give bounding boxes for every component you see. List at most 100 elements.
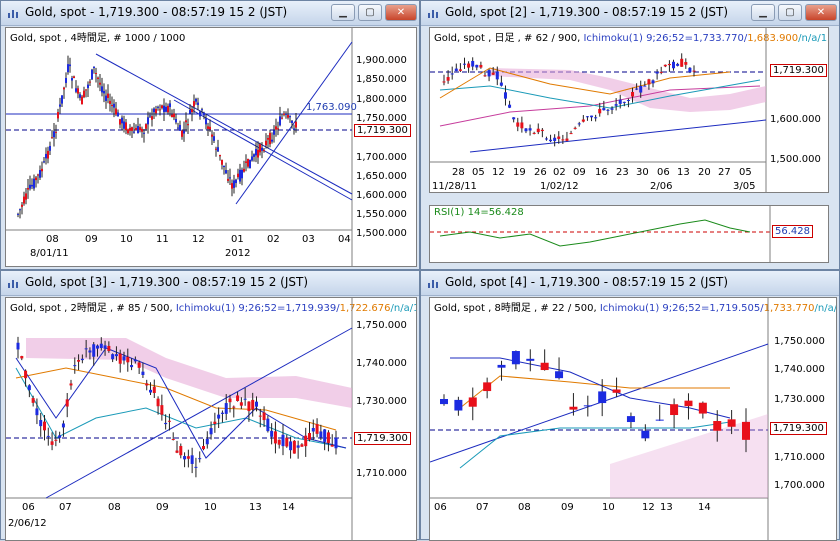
minimize-button[interactable]: ▁	[751, 4, 775, 21]
chart-window-1[interactable]: Gold, spot - 1,719.300 - 08:57:19 15 2 (…	[0, 0, 420, 270]
x-tick: 08	[46, 234, 59, 245]
candle-body	[532, 132, 536, 134]
window-title: Gold, spot - 1,719.300 - 08:57:19 15 2 (…	[25, 5, 288, 19]
candle-body	[75, 88, 77, 92]
candle-body	[471, 60, 475, 67]
candle-body	[540, 129, 544, 132]
candle-body	[189, 110, 191, 114]
candle-body	[606, 109, 610, 111]
header-rest: /n/a/1,72	[390, 303, 416, 314]
x-tick: 02	[267, 234, 280, 245]
candle-body	[610, 108, 614, 110]
minimize-button[interactable]: ▁	[331, 4, 355, 21]
candle-body	[153, 108, 155, 113]
current-price-label: 1,719.300	[770, 64, 827, 77]
candle-body	[583, 405, 592, 407]
candle-body	[183, 456, 187, 460]
candle-body	[540, 362, 549, 371]
maximize-button[interactable]: ▢	[778, 4, 802, 21]
window-titlebar[interactable]: Gold, spot [3] - 1,719.300 - 08:57:19 15…	[1, 271, 419, 296]
candle-body	[229, 177, 231, 179]
candle-body	[293, 128, 295, 130]
candle-body	[95, 73, 97, 75]
candle-body	[103, 90, 105, 94]
x-tick: 10	[120, 234, 133, 245]
senkou-line	[459, 421, 731, 469]
candle-body	[17, 213, 19, 215]
candle-body	[81, 96, 83, 105]
candle-body	[446, 77, 450, 81]
candle-body	[569, 406, 578, 410]
candle-body	[101, 86, 103, 93]
candle-body	[177, 127, 179, 129]
candle-body	[688, 67, 692, 73]
chart-header: Gold, spot , 4時間足, # 1000 / 1000	[10, 33, 186, 44]
candle-body	[544, 138, 548, 140]
candle-body	[249, 159, 251, 169]
candle-body	[152, 386, 156, 393]
candle-body	[96, 345, 99, 349]
x-sublabel: 3/05	[733, 181, 756, 192]
candle-body	[594, 117, 598, 119]
candle-body	[145, 124, 147, 129]
candle-body	[137, 362, 141, 368]
candle-body	[89, 81, 91, 83]
close-button[interactable]: ✕	[385, 4, 417, 21]
candle-body	[655, 419, 664, 421]
price-chart[interactable]: Gold, spot , 8時間足 , # 22 / 500, Ichimoku…	[429, 297, 837, 541]
trend-line	[45, 327, 353, 499]
price-chart[interactable]: Gold, spot , 日足 , # 62 / 900, Ichimoku(1…	[429, 27, 829, 193]
candle-body	[663, 64, 667, 67]
rsi-value-label: 56.428	[772, 225, 813, 238]
candle-body	[232, 406, 236, 408]
header-kijun: 1,683.900	[747, 33, 799, 44]
y-tick: 1,700.000	[356, 152, 407, 163]
window-titlebar[interactable]: Gold, spot [4] - 1,719.300 - 08:57:19 15…	[421, 271, 839, 296]
candle-body	[161, 105, 163, 109]
price-chart[interactable]: Gold, spot , 2時間足 , # 85 / 500, Ichimoku…	[5, 297, 417, 541]
candle-body	[151, 116, 153, 120]
candle-body	[239, 169, 241, 182]
candle-body	[185, 120, 187, 123]
close-button[interactable]: ✕	[805, 4, 837, 21]
price-chart[interactable]: Gold, spot , 4時間足, # 1000 / 1000 1,900.0…	[5, 27, 417, 267]
candle-body	[602, 108, 606, 111]
candle-body	[261, 147, 263, 151]
chart-window-2[interactable]: Gold, spot [2] - 1,719.300 - 08:57:19 15…	[420, 0, 840, 270]
candle-body	[84, 348, 88, 350]
candle-body	[626, 100, 630, 102]
y-tick: 1,710.000	[774, 452, 825, 463]
candle-body	[183, 130, 185, 134]
y-tick: 1,600.000	[770, 114, 821, 125]
x-tick: 14	[698, 502, 711, 513]
candle-body	[164, 422, 168, 425]
candle-body	[528, 128, 532, 131]
window-titlebar[interactable]: Gold, spot [2] - 1,719.300 - 08:57:19 15…	[421, 1, 839, 26]
candle-body	[111, 354, 115, 360]
x-tick: 05	[739, 167, 752, 178]
rsi-chart[interactable]: RSI(1) 14=56.428 56.428	[429, 205, 829, 263]
candle-body	[80, 358, 84, 361]
candle-body	[483, 75, 487, 77]
chart-window-3[interactable]: Gold, spot [3] - 1,719.300 - 08:57:19 15…	[0, 270, 420, 541]
candle-body	[598, 391, 607, 404]
candle-body	[59, 104, 61, 107]
tenkan-line	[450, 357, 731, 419]
x-tick: 09	[85, 234, 98, 245]
x-tick: 20	[698, 167, 711, 178]
candle-body	[41, 168, 43, 172]
candle-body	[145, 383, 149, 386]
candle-body	[209, 126, 211, 130]
candle-body	[107, 345, 111, 352]
candle-body	[197, 102, 199, 105]
candle-body	[618, 99, 622, 104]
chart-window-4[interactable]: Gold, spot [4] - 1,719.300 - 08:57:19 15…	[420, 270, 840, 541]
candle-body	[69, 383, 73, 386]
candle-body	[27, 188, 29, 190]
candle-body	[296, 445, 300, 448]
maximize-button[interactable]: ▢	[358, 4, 382, 21]
candle-body	[281, 434, 285, 447]
candle-body	[49, 145, 51, 151]
candle-body	[29, 184, 31, 189]
window-titlebar[interactable]: Gold, spot - 1,719.300 - 08:57:19 15 2 (…	[1, 1, 419, 26]
